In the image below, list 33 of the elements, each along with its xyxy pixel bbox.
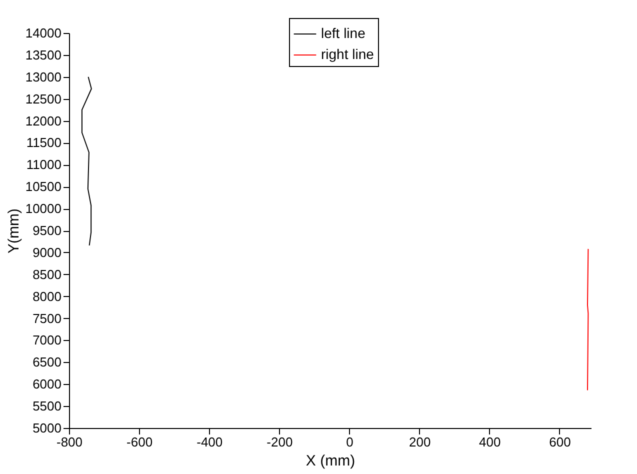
y-tick-label: 12500 [25,91,62,106]
y-tick-label: 5500 [32,398,62,414]
x-tick-label: 600 [549,434,571,450]
y-axis-title: Y(mm) [5,208,22,254]
line-series [81,76,92,246]
y-tick-label: 9500 [32,223,62,238]
y-tick-label: 5000 [32,420,62,436]
legend-label: right line [321,46,374,62]
y-tick-label: 8000 [32,288,62,304]
y-tick-label: 11500 [26,135,62,150]
x-tick-label: -600 [126,434,153,450]
x-tick-label: 200 [408,434,431,450]
y-tick-label: 12000 [25,113,62,128]
y-tick-label: 9000 [32,244,62,260]
x-tick-label: 0 [346,434,354,450]
y-tick-label: 10500 [25,179,62,194]
y-tick-label: 11000 [26,157,62,172]
y-tick-label: 6500 [32,354,62,370]
y-tick-label: 7000 [32,332,62,348]
y-tick-label: 8500 [32,266,62,282]
y-tick-label: 10000 [25,201,62,216]
y-tick-label: 14000 [25,26,62,40]
x-tick-label: -200 [266,434,293,450]
x-axis-title: X (mm) [306,452,356,470]
y-tick-label: 6000 [32,376,62,392]
x-tick-label: -800 [56,434,83,450]
x-tick-label: 400 [479,434,501,450]
legend-label: left line [321,25,366,41]
y-tick-label: 13500 [25,47,62,62]
y-tick-label: 13000 [25,69,62,84]
y-tick-label: 7500 [32,310,62,326]
x-tick-label: -400 [196,434,223,450]
line-series [586,248,589,391]
